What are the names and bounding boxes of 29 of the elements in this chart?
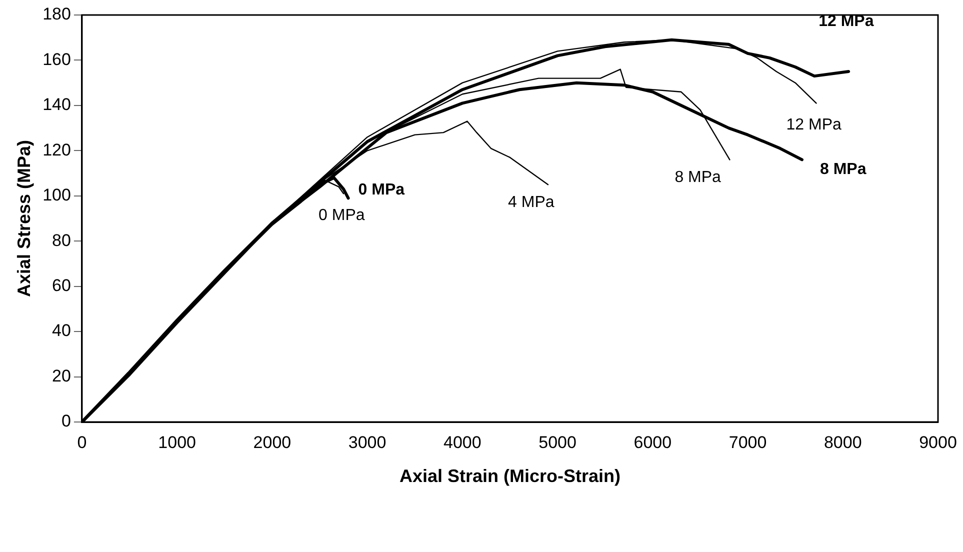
y-tick-label: 60: [52, 276, 71, 296]
series-label: 12 MPa: [786, 116, 842, 134]
x-tick-label: 9000: [919, 432, 957, 452]
y-tick-label: 120: [42, 140, 71, 160]
x-tick-label: 7000: [728, 432, 767, 452]
x-axis-title: Axial Strain (Micro-Strain): [399, 466, 621, 486]
series-label: 0 MPa: [318, 207, 365, 224]
series-label: 8 MPa: [674, 169, 722, 186]
x-tick-label: 6000: [634, 432, 672, 452]
y-tick-label: 100: [42, 186, 71, 205]
x-tick-label: 3000: [348, 432, 386, 452]
x-tick-label: 8000: [824, 432, 862, 452]
x-tick-label: 5000: [538, 432, 576, 452]
y-tick-label: 40: [52, 321, 71, 340]
y-axis-title: Axial Stress (MPa): [14, 140, 34, 298]
y-tick-label: 20: [52, 366, 71, 386]
y-tick-label: 140: [42, 95, 71, 114]
x-tick-label: 4000: [444, 432, 482, 452]
y-tick-label: 0: [61, 412, 71, 431]
text: 12 MPa: [818, 12, 874, 30]
y-tick-label: 160: [42, 50, 71, 69]
y-tick-label: 180: [42, 4, 71, 24]
x-tick-label: 1000: [158, 432, 196, 452]
x-tick-label: 0: [77, 432, 87, 452]
series-label: 4 MPa: [508, 194, 554, 211]
series-label: 0 MPa: [358, 182, 405, 199]
series-label: 8 MPa: [820, 161, 866, 178]
x-tick-label: 2000: [253, 432, 292, 452]
y-tick-label: 80: [52, 230, 71, 250]
